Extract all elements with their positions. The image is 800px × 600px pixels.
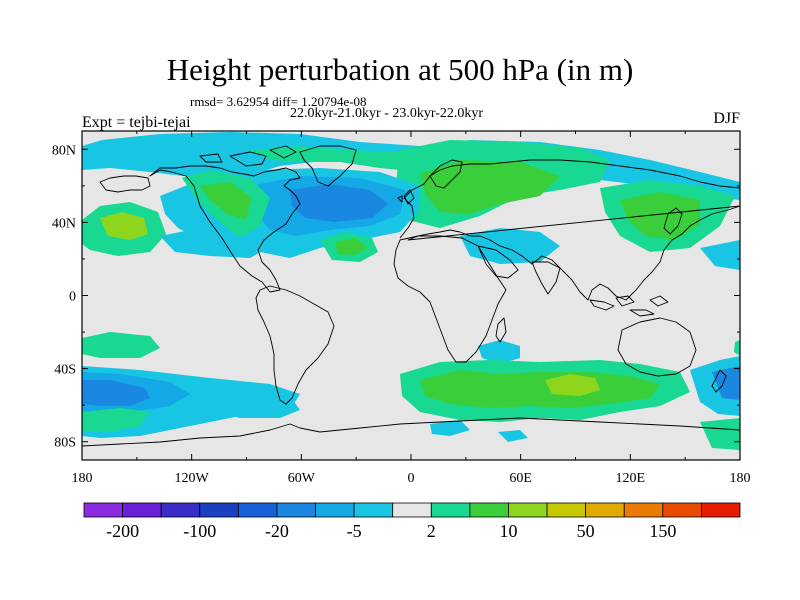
contour-positive-s-pacific-south (82, 408, 150, 432)
x-tick-label: 180 (72, 471, 93, 486)
coast-indonesia (589, 295, 669, 317)
contour-negative-antarctic-a (430, 420, 470, 436)
contour-negative-s-east-pacific-core (712, 366, 740, 400)
colorbar-box (276, 502, 316, 518)
colorbar-label: 150 (649, 521, 676, 541)
coast-antarctica (82, 417, 740, 447)
map-title: Height perturbation at 500 hPa (in m) (166, 52, 634, 87)
coast-alaska (99, 175, 151, 193)
colorbar-label: 50 (577, 521, 595, 541)
colorbar-box (701, 502, 741, 518)
colorbar-box (199, 502, 239, 518)
coast-british-isles (397, 189, 415, 205)
x-tick-label: 0 (408, 471, 415, 486)
contour-positive-atlantic-core (335, 238, 368, 255)
coast-scandinavia (429, 159, 463, 189)
coast-new-zealand (711, 369, 727, 393)
colorbar-box (546, 502, 587, 518)
contour-positive-s-pacific (82, 332, 160, 358)
axis-labels: 180 120W 60W 0 60E 120E 180 80N 40N 0 40S 80S (52, 143, 751, 486)
contour-positive-pacific-nw-core (200, 182, 252, 220)
coast-greenland (299, 145, 357, 187)
colorbar (83, 502, 741, 518)
contour-negative-east-pacific (700, 240, 740, 270)
colorbar-box (83, 502, 123, 518)
colorbar-box (315, 502, 355, 518)
colorbar-box (122, 502, 162, 518)
colorbar-label: 10 (499, 521, 517, 541)
colorbar-label: -100 (183, 521, 216, 541)
coastlines (82, 145, 740, 447)
colorbar-box (469, 502, 509, 518)
colorbar-label: -20 (265, 521, 289, 541)
contour-positive-n-pacific-core (100, 212, 148, 240)
contour-negative-s-pacific-core (82, 380, 150, 406)
colorbar-box (508, 502, 548, 518)
contour-negative-mideast (460, 228, 560, 264)
coast-north-america (149, 165, 301, 293)
contour-positive-eurasia-core (420, 160, 560, 214)
colorbar-box (430, 502, 471, 518)
contour-positive-east-pacific-mid (734, 340, 740, 356)
contour-fill (82, 132, 740, 450)
y-tick-label: 40N (52, 216, 76, 231)
colorbar-box (662, 502, 702, 518)
contour-positive-s-indian-core (545, 374, 600, 396)
contour-negative-antarctic-b (498, 430, 528, 442)
contour-negative-s-america (190, 388, 300, 418)
y-tick-label: 80N (52, 143, 76, 158)
colorbar-box (392, 502, 432, 518)
x-tick-label: 120W (175, 471, 210, 486)
colorbar-label: 2 (427, 521, 436, 541)
period-subtitle: 22.0kyr-21.0kyr - 23.0kyr-22.0kyr (290, 106, 484, 121)
axis-ticks (81, 131, 741, 460)
x-tick-label: 60E (509, 471, 532, 486)
colorbar-box (237, 502, 278, 518)
contour-positive-ne-asia-core (620, 192, 700, 240)
colorbar-box (623, 502, 664, 518)
colorbar-box (160, 502, 201, 518)
y-tick-label: 40S (54, 363, 76, 378)
coast-arabia (477, 245, 519, 279)
colorbar-labels: -200 -100 -20 -5 2 10 50 150 (106, 521, 676, 541)
coast-arctic-islands (199, 145, 297, 167)
colorbar-label: -200 (106, 521, 139, 541)
coast-africa (393, 235, 507, 363)
contour-negative-n-atlantic-core (290, 184, 388, 222)
contour-negative-n-pacific-east (160, 228, 268, 258)
contour-negative-s-atlantic (478, 340, 520, 364)
y-tick-label: 0 (69, 290, 76, 305)
coast-australia (617, 317, 697, 377)
season-label: DJF (713, 110, 740, 127)
colorbar-label: -5 (347, 521, 362, 541)
x-tick-label: 180 (730, 471, 751, 486)
coast-india (531, 261, 561, 295)
coast-eurasia (399, 159, 740, 301)
stats-subtitle: rmsd= 3.62954 diff= 1.20794e-08 (190, 94, 367, 109)
colorbar-box (585, 502, 625, 518)
colorbar-box (353, 502, 394, 518)
contour-positive-antarctic-east (700, 418, 740, 450)
y-tick-label: 80S (54, 436, 76, 451)
coast-japan (663, 207, 683, 235)
coast-madagascar (495, 317, 507, 343)
experiment-label: Expt = tejbi-tejai (82, 114, 191, 131)
x-tick-label: 60W (288, 471, 316, 486)
coast-south-america (255, 285, 335, 405)
x-tick-label: 120E (616, 471, 646, 486)
contour-positive-s-indian-mid (420, 370, 660, 408)
